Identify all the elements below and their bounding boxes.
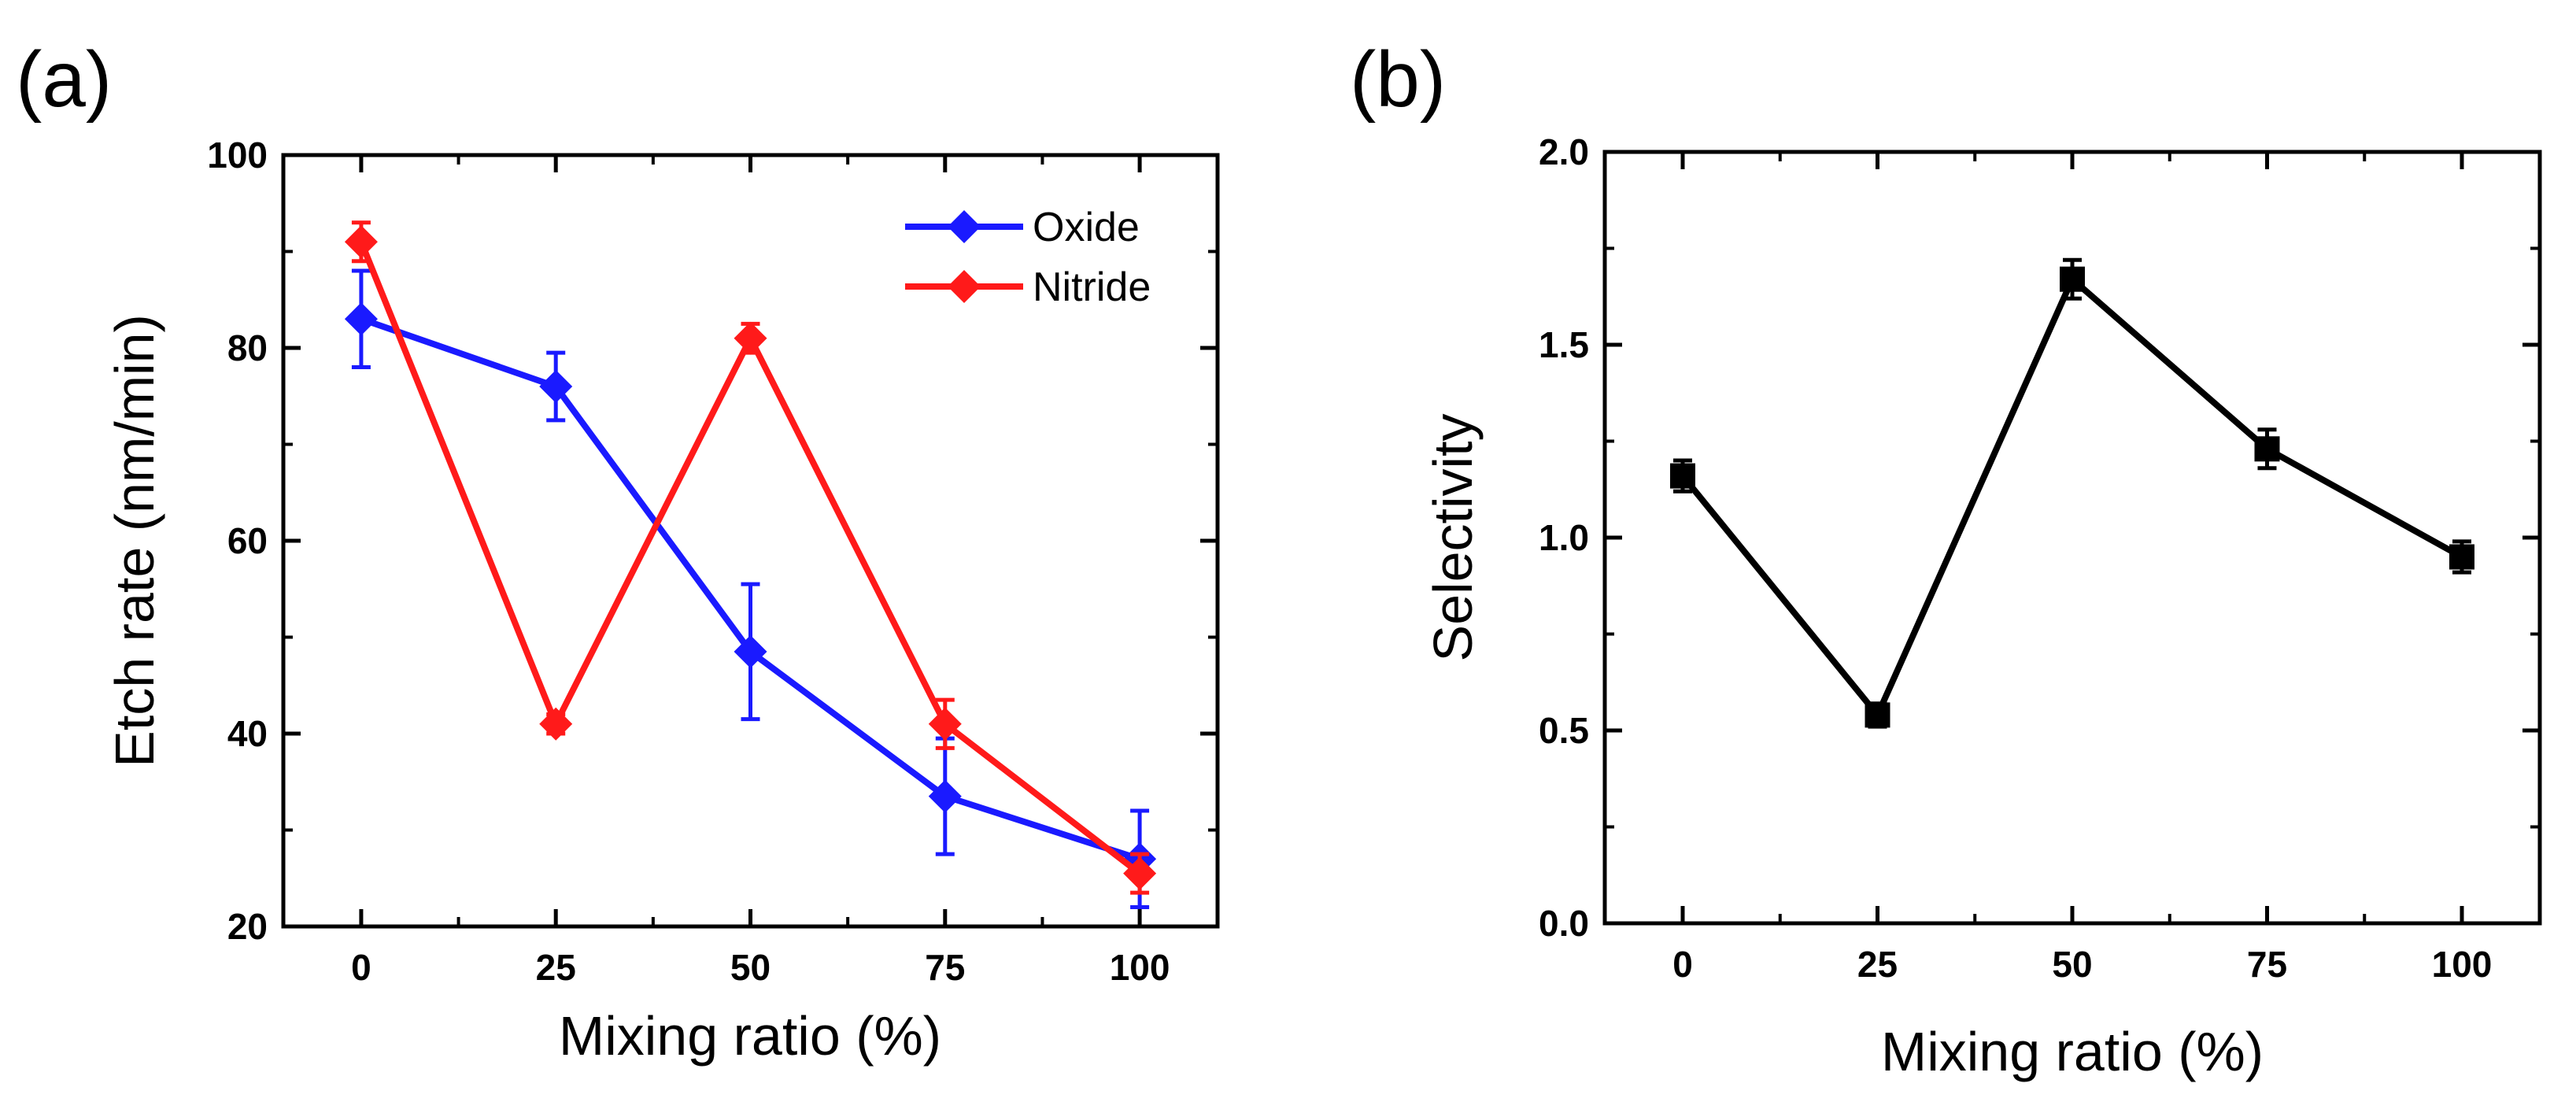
panel-a-oxide-point (539, 370, 573, 403)
panel-a-y-tick-label: 20 (227, 906, 268, 947)
panel-b-selectivity-point (1670, 463, 1695, 489)
panel-b-y-tick-label: 1.0 (1539, 517, 1589, 558)
panel-b-selectivity-point (2449, 544, 2474, 570)
legend-item-nitride: Nitride (905, 264, 1151, 310)
panel-a-nitride-point (734, 321, 767, 355)
panel-b-label: (b) (1350, 35, 1446, 124)
panel-b-series-selectivity (1670, 257, 2474, 729)
panel-b-selectivity-point (2254, 436, 2280, 462)
panel-a-nitride-point (539, 707, 573, 741)
panel-a-x-tick-label: 0 (351, 947, 371, 988)
panel-a-label: (a) (16, 35, 112, 124)
panel-a-legend: Oxide Nitride (905, 205, 1151, 310)
panel-b-y-tick-label: 1.5 (1539, 324, 1589, 365)
panel-a-series-nitride (344, 220, 1157, 895)
panel-a-nitride-point (344, 225, 378, 259)
panel-a-x-tick-label: 25 (536, 947, 576, 988)
panel-a-chart: (a) 0 25 50 75 100 20 40 60 80 100 Mixing ratio (… (16, 35, 1220, 1067)
panel-b-y-tick-label: 0.5 (1539, 710, 1589, 751)
panel-a-y-tick-label: 40 (227, 713, 268, 754)
panel-a-oxide-point (344, 302, 378, 336)
panel-a-oxide-point (734, 634, 767, 668)
panel-b-selectivity-line (1680, 275, 2463, 719)
panel-a-nitride-point (1123, 856, 1157, 890)
panel-b-x-tick-label: 25 (1857, 944, 1898, 985)
legend-swatch-marker (948, 270, 981, 303)
panel-a-x-axis-title: Mixing ratio (%) (559, 1005, 941, 1067)
panel-a-x-tick-label: 50 (730, 947, 771, 988)
panel-a-y-tick-label: 80 (227, 327, 268, 368)
panel-a-nitride-point (928, 707, 962, 741)
panel-a-y-axis-title: Etch rate (nm/min) (104, 314, 165, 767)
panel-b-x-tick-label: 75 (2247, 944, 2287, 985)
panel-b-selectivity-point (1865, 702, 1890, 728)
panel-b-x-tick-label: 50 (2052, 944, 2092, 985)
panel-a-y-tick-label: 60 (227, 520, 268, 561)
panel-b-x-axis-title: Mixing ratio (%) (1881, 1021, 2264, 1082)
panel-b-x-tick-label: 100 (2432, 944, 2493, 985)
legend-swatch-marker (948, 210, 981, 243)
legend-item-oxide: Oxide (905, 205, 1140, 250)
panel-b-chart: (b) 0 25 50 75 100 0.0 0.5 1.0 1.5 2.0 Mixing rat… (1350, 35, 2542, 1082)
panel-a-y-tick-label: 100 (207, 135, 268, 176)
panel-b-y-axis-title: Selectivity (1422, 413, 1484, 661)
panel-b-x-tick-label: 0 (1672, 944, 1693, 985)
panel-b-selectivity-point (2060, 266, 2085, 292)
panel-a-x-tick-label: 100 (1110, 947, 1170, 988)
panel-b-y-tick-label: 0.0 (1539, 903, 1589, 944)
panel-a-series-oxide (344, 268, 1157, 909)
legend-label: Nitride (1033, 264, 1151, 310)
panel-a-x-tick-label: 75 (925, 947, 965, 988)
panel-b-y-tick-label: 2.0 (1539, 131, 1589, 172)
legend-label: Oxide (1033, 205, 1140, 250)
panel-a-oxide-point (928, 779, 962, 813)
